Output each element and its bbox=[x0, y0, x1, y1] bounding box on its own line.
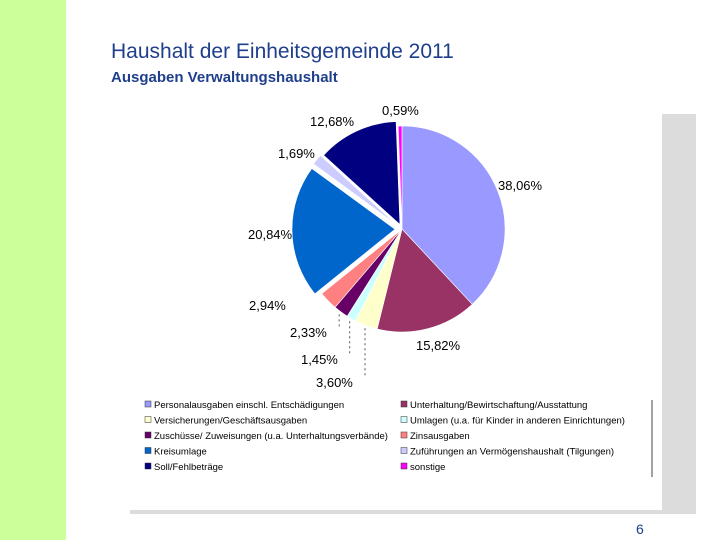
legend-label: Zuführungen an Vermögenshaushalt (Tilgun… bbox=[410, 447, 614, 458]
chart-legend: Personalausgaben einschl. Entschädigunge… bbox=[144, 400, 653, 477]
slice-data-label: 0,59% bbox=[382, 103, 419, 118]
legend-label: Unterhaltung/Bewirtschaftung/Ausstattung bbox=[410, 400, 587, 411]
legend-swatch bbox=[144, 400, 152, 408]
slice-data-label: 2,33% bbox=[290, 325, 327, 340]
pie-slice bbox=[313, 154, 397, 225]
legend-swatch bbox=[144, 431, 152, 439]
legend-label: Umlagen (u.a. für Kinder in anderen Einr… bbox=[410, 416, 625, 427]
legend-swatch bbox=[144, 416, 152, 423]
legend-label: Personalausgaben einschl. Entschädigunge… bbox=[154, 400, 344, 411]
legend-swatch bbox=[400, 447, 408, 454]
pie-slice bbox=[397, 125, 403, 230]
legend-label: Kreisumlage bbox=[154, 447, 207, 458]
legend-swatch bbox=[400, 400, 408, 408]
slice-data-label: 12,68% bbox=[310, 114, 355, 129]
slice-data-label: 15,82% bbox=[416, 338, 461, 353]
legend-label: Versicherungen/Geschäftsausgaben bbox=[154, 416, 307, 427]
slice-data-label: 20,84% bbox=[248, 227, 293, 242]
legend-swatch bbox=[144, 447, 152, 454]
chart-shadow-right bbox=[662, 114, 696, 514]
pie-slice bbox=[323, 121, 401, 226]
slice-data-label: 1,69% bbox=[278, 146, 315, 161]
slide-subtitle: Ausgaben Verwaltungshaushalt bbox=[111, 69, 338, 86]
legend-label: Soll/Fehlbeträge bbox=[154, 462, 223, 473]
legend-label: Zuschüsse/ Zuweisungen (u.a. Unterhaltun… bbox=[154, 431, 388, 442]
pie-slice bbox=[401, 125, 506, 305]
legend-swatch bbox=[400, 416, 408, 423]
slice-data-label: 38,06% bbox=[498, 178, 543, 193]
legend-label: sonstige bbox=[410, 462, 445, 473]
slice-data-label: 1,45% bbox=[301, 352, 338, 367]
chart-shadow-bottom bbox=[130, 510, 696, 514]
green-side-band bbox=[0, 0, 66, 540]
legend-swatch bbox=[144, 462, 152, 470]
slice-data-label: 3,60% bbox=[316, 375, 353, 390]
page-number: 6 bbox=[636, 521, 644, 537]
legend-label: Zinsausgaben bbox=[410, 431, 470, 442]
legend-swatch bbox=[400, 431, 408, 439]
slide-title: Haushalt der Einheitsgemeinde 2011 bbox=[111, 40, 454, 63]
slice-data-label: 2,94% bbox=[249, 298, 286, 313]
pie-slice bbox=[291, 168, 396, 295]
pie-slice bbox=[321, 228, 403, 308]
legend-swatch bbox=[400, 462, 408, 470]
pie-slice bbox=[376, 228, 473, 333]
